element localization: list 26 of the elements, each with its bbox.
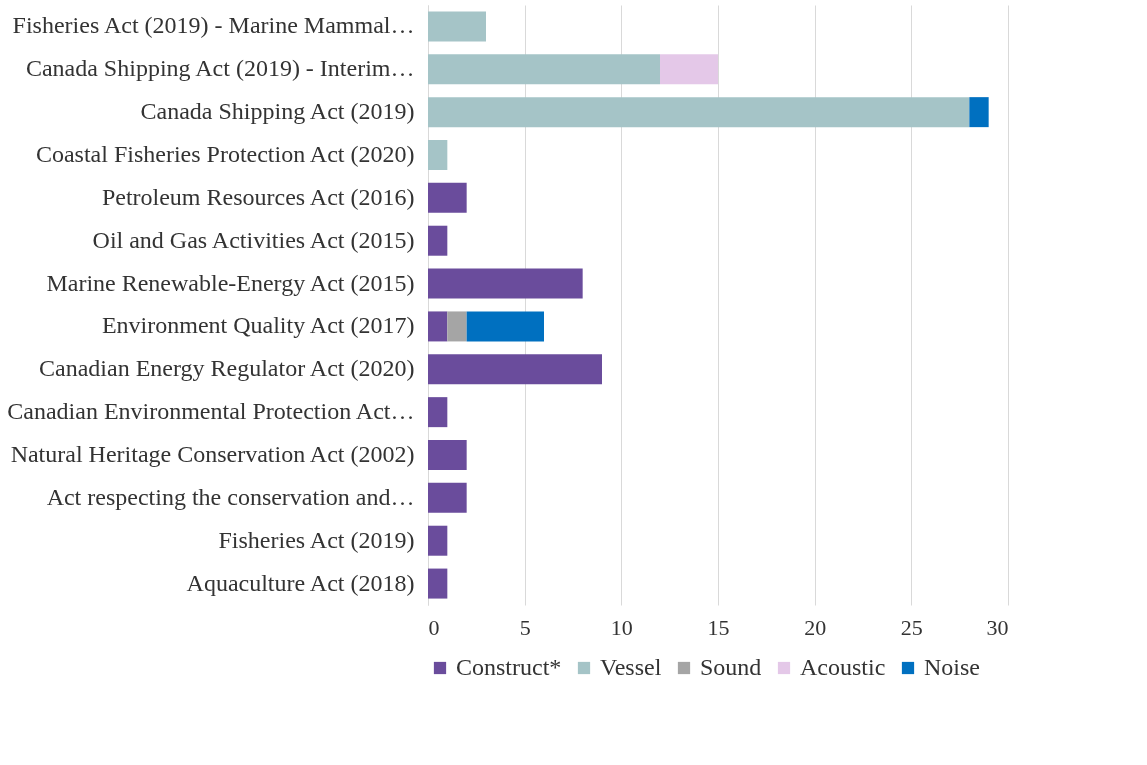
legend-label: Construct*	[456, 654, 562, 680]
y-tick-label: Canada Shipping Act (2019)	[140, 98, 415, 125]
y-tick-label: Fisheries Act (2019)	[218, 526, 415, 553]
y-tick-label: Aquaculture Act (2018)	[186, 569, 415, 596]
y-tick-label: Act respecting the conservation and…	[46, 483, 415, 510]
y-tick-label: Oil and Gas Activities Act (2015)	[92, 226, 415, 253]
x-tick-label: 30	[986, 614, 1009, 640]
y-tick-label: Canadian Energy Regulator Act (2020)	[39, 355, 415, 382]
legend-label: Acoustic	[800, 654, 886, 680]
x-tick-label: 15	[707, 614, 730, 640]
x-tick-label: 0	[428, 614, 440, 640]
x-tick-label: 25	[900, 614, 923, 640]
y-tick-label: Natural Heritage Conservation Act (2002)	[10, 441, 415, 467]
x-tick-label: 5	[519, 614, 531, 640]
x-tick-label: 10	[610, 614, 633, 640]
y-tick-label: Canadian Environmental Protection Act…	[7, 398, 415, 425]
y-tick-label: Petroleum Resources Act (2016)	[101, 183, 415, 210]
x-tick-label: 20	[804, 614, 827, 640]
y-tick-label: Coastal Fisheries Protection Act (2020)	[35, 141, 415, 167]
legend-label: Vessel	[600, 654, 662, 680]
y-tick-label: Fisheries Act (2019) - Marine Mammal…	[12, 12, 415, 39]
y-tick-label: Canada Shipping Act (2019) - Interim…	[25, 55, 415, 82]
y-tick-label: Environment Quality Act (2017)	[101, 312, 415, 339]
legend-label: Noise	[924, 654, 980, 680]
legend-label: Sound	[700, 654, 762, 680]
y-tick-label: Marine Renewable-Energy Act (2015)	[46, 269, 415, 296]
